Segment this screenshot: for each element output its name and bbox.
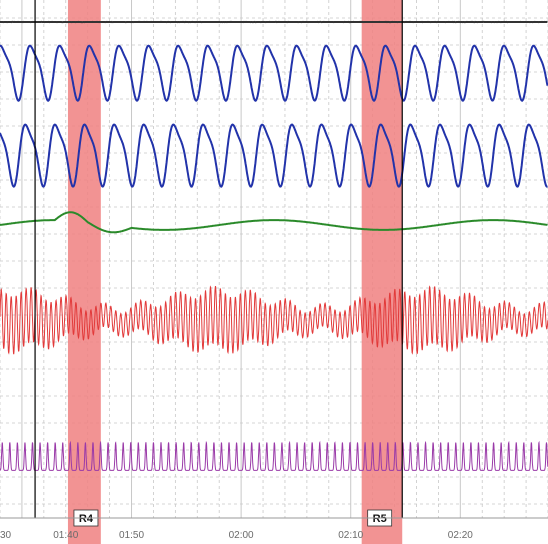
trace-trace_6 — [0, 440, 548, 471]
x-tick-label: 30 — [0, 530, 12, 541]
x-tick-label: 02:00 — [229, 530, 254, 541]
x-tick-label: 01:50 — [119, 530, 144, 541]
trace-trace_5 — [0, 285, 548, 355]
event-label-r4: R4 — [79, 513, 94, 525]
x-tick-label: 02:20 — [448, 530, 473, 541]
signal-traces — [0, 20, 548, 471]
x-tick-label: 02:10 — [338, 530, 363, 541]
x-tick-label: 01:40 — [53, 530, 78, 541]
event-label-r5: R5 — [373, 513, 387, 525]
trace-trace_2 — [0, 44, 548, 102]
trace-trace_3 — [0, 123, 548, 188]
x-axis: 30 01:40 01:50 02:00 02:10 02:20 — [0, 517, 548, 541]
trace-trace_4 — [0, 211, 548, 234]
